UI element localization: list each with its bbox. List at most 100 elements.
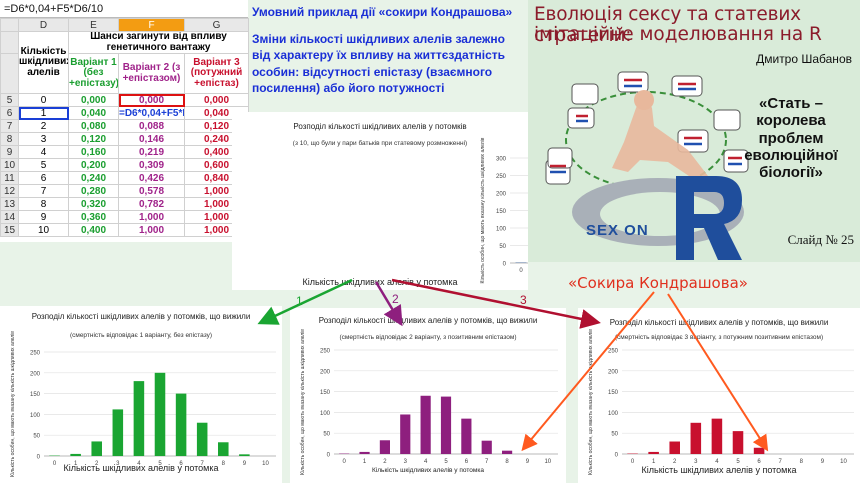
chart-variant-2-subtitle: (смертність відповідає 2 варіанту, з поз… (339, 334, 517, 341)
bar-6 (461, 418, 472, 454)
cell-allele-count[interactable]: 3 (18, 132, 69, 146)
cell-variant-2[interactable]: 1,000 (118, 223, 185, 237)
header-death-chances[interactable]: Шанси загинути від впливу генетичного ва… (68, 31, 249, 54)
table-row: 5 0 0,000 0,000 0,000 (0, 93, 249, 107)
bar-3 (690, 422, 702, 454)
row-number: 15 (0, 223, 19, 237)
table-row: 7 2 0,080 0,088 0,120 (0, 119, 249, 133)
cell-allele-count[interactable]: 4 (18, 145, 69, 159)
x-tick-label: 3 (116, 461, 120, 467)
x-tick-label: 10 (544, 459, 551, 465)
column-header-f[interactable]: F (118, 18, 185, 32)
row-number: 8 (0, 132, 19, 146)
cell-allele-count[interactable]: 7 (18, 184, 69, 198)
chart-variant-3: Розподіл кількості шкідливих алелів у по… (578, 308, 860, 483)
cell-variant-1[interactable]: 0,280 (68, 184, 119, 198)
bar-1 (359, 451, 370, 454)
cell-allele-count[interactable]: 1 (18, 106, 69, 120)
cell-variant-1[interactable]: 0,040 (68, 106, 119, 120)
cell-variant-2[interactable]: 1,000 (118, 210, 185, 224)
bar-6 (753, 447, 765, 454)
cell-variant-2[interactable]: 0,000 (118, 93, 185, 107)
y-tick-label: 50 (611, 432, 618, 438)
bar-5 (154, 372, 166, 456)
cell-variant-1[interactable]: 0,320 (68, 197, 119, 211)
intro-title: Умовний приклад дії «сокири Кондрашова» (252, 5, 513, 19)
column-header-e[interactable]: E (68, 18, 119, 32)
y-tick-label: 0 (615, 453, 619, 459)
header-variant-3[interactable]: Варіант 3 (потужний +епістаз) (184, 53, 249, 94)
cell-allele-count[interactable]: 2 (18, 119, 69, 133)
cell-variant-3[interactable]: 0,000 (184, 93, 249, 107)
cover-illustration (545, 71, 749, 260)
intro-text: Умовний приклад дії «сокири Кондрашова» … (252, 4, 520, 97)
cell-variant-2[interactable]: 0,426 (118, 171, 185, 185)
x-tick-label: 0 (343, 459, 347, 465)
bar-8 (218, 442, 229, 456)
header-variant-2[interactable]: Варіант 2 (з +епістазом) (118, 53, 185, 94)
formula-bar[interactable]: =D6*0,04+F5*D6/10 (0, 0, 248, 18)
y-axis-label: Кількість особин, що мають вказану кільк… (300, 329, 306, 475)
x-tick-label: 2 (383, 459, 387, 465)
spreadsheet: =D6*0,04+F5*D6/10 D E F G Кількість шкід… (0, 0, 249, 242)
cell-allele-count[interactable]: 8 (18, 197, 69, 211)
cell-allele-count[interactable]: 6 (18, 171, 69, 185)
x-tick-label: 8 (222, 461, 226, 467)
x-tick-label: 3 (404, 459, 408, 465)
y-tick-label: 200 (30, 371, 41, 377)
cell-allele-count[interactable]: 9 (18, 210, 69, 224)
chart-variant-1-subtitle: (смертність відповідає 1 варіанту, без е… (69, 332, 213, 339)
x-tick-label: 7 (779, 459, 783, 465)
y-tick-label: 150 (608, 390, 619, 396)
cell-variant-1[interactable]: 0,160 (68, 145, 119, 159)
cell-variant-2[interactable]: 0,219 (118, 145, 185, 159)
row-number: 5 (0, 93, 19, 107)
header-variant-1[interactable]: Варіант 1 (без +епістазу) (68, 53, 119, 94)
arrow-label-3: 3 (520, 293, 527, 307)
y-tick-label: 250 (320, 349, 331, 355)
bar-1 (648, 451, 659, 454)
table-row: 11 6 0,240 0,426 0,840 (0, 171, 249, 185)
cell-variant-1[interactable]: 0,360 (68, 210, 119, 224)
y-tick-label: 250 (30, 351, 41, 357)
cell-variant-2[interactable]: 0,782 (118, 197, 185, 211)
chart-variant-2: Розподіл кількості шкідливих алелів у по… (290, 308, 566, 483)
cell-variant-2[interactable]: 0,309 (118, 158, 185, 172)
cell-variant-2[interactable]: 0,088 (118, 119, 185, 133)
x-tick-label: 8 (800, 459, 804, 465)
cell-allele-count[interactable]: 0 (18, 93, 69, 107)
bar-7 (481, 440, 492, 454)
cell-variant-2[interactable]: 0,146 (118, 132, 185, 146)
header-allele-count[interactable]: Кількість шкідливих алелів (18, 31, 69, 94)
table-row: 9 4 0,160 0,219 0,400 (0, 145, 249, 159)
x-tick-label: 1 (363, 459, 367, 465)
cell-variant-1[interactable]: 0,200 (68, 158, 119, 172)
cell-variant-1[interactable]: 0,000 (68, 93, 119, 107)
r-logo (572, 176, 744, 260)
row-number: 12 (0, 184, 19, 198)
bar-5 (440, 396, 452, 454)
cell-allele-count[interactable]: 10 (18, 223, 69, 237)
cell-variant-2[interactable]: =D6*0,04+F5*D6/10 (118, 106, 185, 120)
chart-variant-3-xlabel: Кількість шкідливих алелів у потомка (641, 465, 797, 475)
column-header-g[interactable]: G (184, 18, 249, 32)
table-row: 610,040=D6*0,04+F5*D6/100,040 (0, 106, 249, 120)
chart-variant-1: Розподіл кількості шкідливих алелів у по… (0, 306, 282, 483)
x-tick-label: 8 (505, 459, 509, 465)
y-tick-label: 50 (499, 244, 506, 250)
y-tick-label: 200 (608, 369, 619, 375)
bar-4 (420, 395, 431, 454)
column-header-d[interactable]: D (18, 18, 69, 32)
lecture-cover: Еволюція сексу та статевих стратегій: ім… (528, 0, 860, 262)
x-tick-label: 4 (137, 461, 141, 467)
x-tick-label: 6 (179, 461, 183, 467)
cell-variant-1[interactable]: 0,240 (68, 171, 119, 185)
cell-allele-count[interactable]: 5 (18, 158, 69, 172)
row-number: 13 (0, 197, 19, 211)
cell-variant-1[interactable]: 0,080 (68, 119, 119, 133)
cell-variant-1[interactable]: 0,400 (68, 223, 119, 237)
x-tick-label: 0 (53, 461, 57, 467)
cell-variant-2[interactable]: 0,578 (118, 184, 185, 198)
cell-variant-1[interactable]: 0,120 (68, 132, 119, 146)
x-tick-label: 10 (262, 461, 269, 467)
